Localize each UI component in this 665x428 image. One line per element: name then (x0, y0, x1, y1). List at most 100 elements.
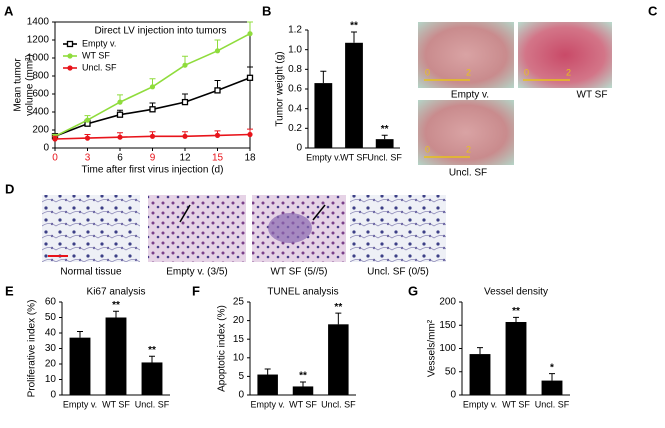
x-tick-label: WT SF (502, 399, 530, 409)
panel-letter: E (5, 283, 14, 298)
bar (505, 321, 527, 395)
y-tick-label: 800 (32, 71, 49, 82)
photo-label: WT SF (577, 90, 608, 101)
marker (214, 48, 221, 54)
error-bar (477, 347, 483, 355)
legend-marker (66, 40, 74, 48)
legend-marker (67, 65, 73, 71)
error-bar (113, 310, 119, 318)
scale-label: 0 (524, 67, 529, 77)
bar (375, 139, 394, 148)
y-tick-label: 200 (32, 125, 49, 136)
marker (149, 106, 156, 113)
x-tick-label: 15 (212, 153, 224, 164)
significance-label: ** (148, 345, 156, 356)
y-tick-label: 200 (439, 297, 456, 308)
y-tick-label: 30 (45, 343, 57, 354)
photo-label: Uncl. SF (449, 168, 487, 179)
image-label: Normal tissue (60, 267, 122, 278)
photo: 0 2 Empty v. (418, 22, 514, 101)
panel-letter: C (648, 3, 658, 18)
image-label: Empty v. (3/5) (166, 267, 228, 278)
chart-title: TUNEL analysis (267, 287, 338, 298)
x-tick-label: Empty v. (63, 399, 97, 409)
y-axis-label: Apoptotic index (%) (217, 305, 228, 392)
chart-title: Ki67 analysis (87, 287, 146, 298)
marker (182, 62, 188, 68)
photo: 0 2 WT SF (518, 22, 612, 101)
marker (247, 31, 253, 37)
error-bar (351, 31, 357, 43)
x-tick-label: WT SF (289, 399, 317, 409)
bar (141, 362, 163, 395)
error-bar (77, 330, 83, 338)
photo-image (418, 22, 514, 88)
bar (345, 42, 363, 148)
lesion (268, 213, 312, 243)
photo-image (418, 100, 514, 165)
y-tick-label: 60 (45, 297, 57, 308)
marker (247, 131, 253, 138)
y-tick-label: 40 (45, 328, 57, 339)
x-tick-label: Uncl. SF (135, 399, 170, 409)
marker (117, 134, 123, 140)
y-tick-label: 0.4 (288, 103, 302, 114)
y-tick-label: 1200 (27, 35, 50, 46)
y-axis-label: Proliferative index (%) (27, 300, 38, 398)
error-bar (300, 381, 306, 387)
y-axis-label: volume (mm³) (25, 54, 36, 116)
y-tick-label: 400 (32, 107, 49, 118)
chart-title: Direct LV injection into tumors (94, 26, 226, 37)
y-tick-label: 15 (233, 334, 245, 345)
scale-label: 2 (466, 67, 471, 77)
y-tick-label: 600 (32, 89, 49, 100)
y-tick-label: 10 (45, 374, 57, 385)
marker (84, 135, 91, 141)
error-bar (320, 70, 327, 84)
x-axis-label: Time after first virus injection (d) (82, 165, 224, 176)
y-tick-label: 1.2 (288, 25, 302, 36)
error-bar (513, 316, 519, 322)
bar (257, 374, 278, 395)
y-axis-label: Tumor weight (g) (275, 51, 286, 126)
panel-letter: G (408, 283, 418, 298)
y-tick-label: 50 (45, 312, 57, 323)
histology-image (42, 195, 140, 262)
y-tick-label: 0 (50, 390, 56, 401)
error-bar (549, 373, 555, 381)
marker (214, 132, 221, 138)
significance-label: * (550, 362, 554, 373)
y-tick-label: 50 (445, 366, 457, 377)
y-tick-label: 0 (296, 143, 302, 154)
marker (149, 133, 156, 139)
y-tick-label: 5 (238, 371, 244, 382)
y-tick-label: 1400 (27, 17, 50, 28)
marker (117, 99, 123, 105)
panel-letter: A (4, 3, 14, 18)
marker (182, 133, 188, 139)
arrow (312, 204, 326, 221)
x-tick-label: Empty v. (306, 152, 340, 162)
x-tick-label: WT SF (340, 152, 368, 162)
scale-label: 0 (425, 144, 430, 154)
bar (69, 337, 91, 395)
marker (84, 117, 91, 123)
image-label: Uncl. SF (0/5) (367, 267, 429, 278)
bar (469, 354, 491, 395)
chart-title: Vessel density (484, 287, 548, 298)
y-tick-label: 0 (43, 143, 49, 154)
marker (52, 136, 58, 142)
marker (116, 111, 124, 118)
bar (292, 386, 314, 395)
photo-label: Empty v. (451, 90, 489, 101)
bar (314, 83, 333, 148)
x-tick-label: 9 (150, 153, 156, 164)
bar (105, 317, 127, 395)
error-bar (381, 134, 388, 140)
y-tick-label: 10 (233, 352, 245, 363)
bar (541, 380, 563, 395)
x-tick-label: Uncl. SF (367, 152, 402, 162)
scale-label: 2 (566, 67, 571, 77)
y-axis-label: Mean tumor (13, 58, 24, 112)
